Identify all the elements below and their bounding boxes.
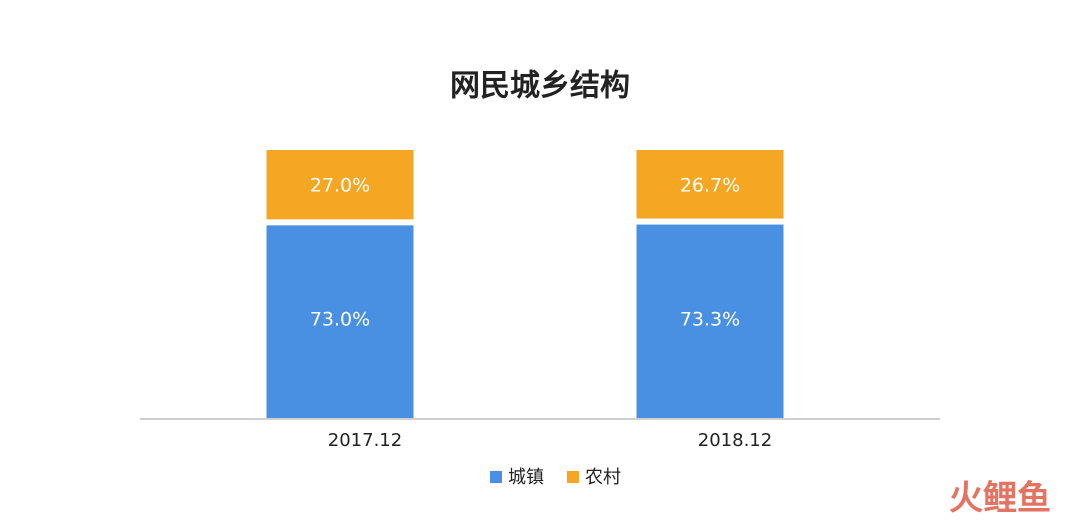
legend-label: 农村 <box>585 467 621 488</box>
value-label: 73.0% <box>310 309 370 331</box>
bar-segment <box>636 224 784 418</box>
legend-label: 城镇 <box>508 467 544 488</box>
bar-segment <box>266 150 414 220</box>
value-label: 73.3% <box>680 308 740 330</box>
x-tick-label: 2017.12 <box>328 430 402 451</box>
bar-segment <box>266 225 414 418</box>
value-label: 27.0% <box>310 175 370 197</box>
legend-swatch <box>490 471 502 483</box>
bar-segment <box>636 150 784 219</box>
x-tick-label: 2018.12 <box>698 430 772 451</box>
chart-title: 网民城乡结构 <box>450 69 630 104</box>
watermark: 火鲤鱼 <box>949 479 1051 519</box>
legend-swatch <box>567 471 579 483</box>
value-label: 26.7% <box>680 174 740 196</box>
